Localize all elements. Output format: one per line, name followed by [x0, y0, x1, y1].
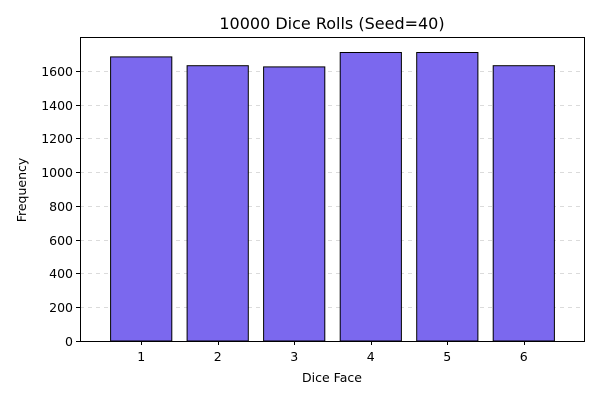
x-tick-label: 5 [443, 349, 451, 364]
x-tick-label: 6 [520, 349, 528, 364]
bar-face-5 [416, 52, 479, 342]
x-axis-ticks: 1 2 3 4 5 6 [137, 341, 528, 364]
y-tick-label: 1400 [41, 98, 73, 113]
bar-face-3 [263, 66, 326, 342]
bar-face-2 [186, 65, 249, 342]
x-axis-label: Dice Face [302, 370, 362, 385]
x-tick-label: 3 [290, 349, 298, 364]
y-axis-ticks: 0 200 400 600 800 1000 1200 1400 1600 [41, 64, 80, 349]
x-tick-label: 1 [137, 349, 145, 364]
y-tick-label: 200 [49, 300, 73, 315]
chart-title: 10000 Dice Rolls (Seed=40) [219, 14, 444, 33]
y-tick-label: 0 [65, 334, 73, 349]
y-tick-label: 1200 [41, 131, 73, 146]
plot-frame [80, 37, 585, 342]
bar-face-4 [339, 52, 402, 342]
bars [110, 52, 555, 342]
y-tick-label: 1600 [41, 64, 73, 79]
y-tick-label: 400 [49, 266, 73, 281]
bar-face-6 [492, 65, 555, 342]
y-tick-label: 1000 [41, 165, 73, 180]
bar-face-1 [110, 56, 173, 342]
y-tick-label: 600 [49, 233, 73, 248]
x-tick-label: 4 [367, 349, 375, 364]
x-tick-label: 2 [214, 349, 222, 364]
y-tick-label: 800 [49, 199, 73, 214]
y-axis-label: Frequency [14, 157, 29, 222]
